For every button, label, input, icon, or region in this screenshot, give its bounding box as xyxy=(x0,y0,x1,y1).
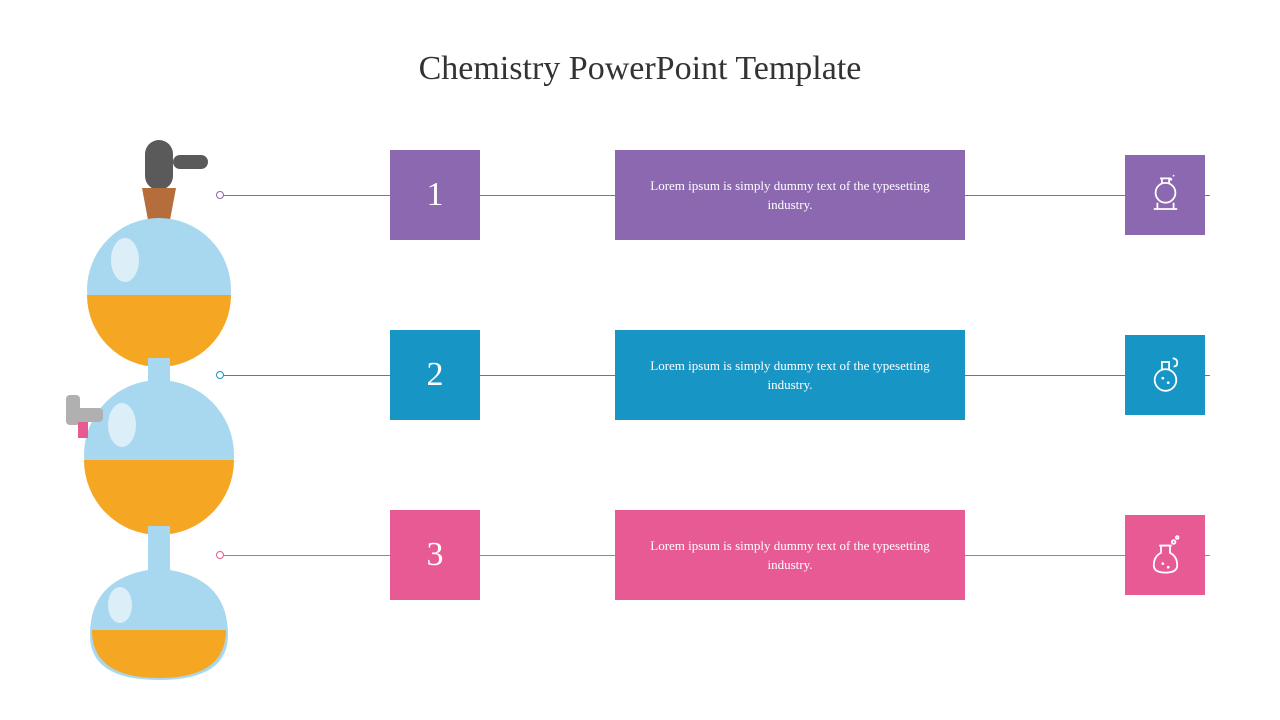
number-box-2: 2 xyxy=(390,330,480,420)
description-text: Lorem ipsum is simply dummy text of the … xyxy=(635,356,945,395)
info-rows: 1 Lorem ipsum is simply dummy text of th… xyxy=(220,150,1240,690)
number-label: 2 xyxy=(427,356,444,394)
flask-hook-icon xyxy=(1143,353,1188,398)
text-box-1: Lorem ipsum is simply dummy text of the … xyxy=(615,150,965,240)
description-text: Lorem ipsum is simply dummy text of the … xyxy=(635,536,945,575)
icon-box-3 xyxy=(1125,515,1205,595)
icon-box-1 xyxy=(1125,155,1205,235)
number-box-3: 3 xyxy=(390,510,480,600)
connector-dot xyxy=(216,551,224,559)
info-row-2: 2 Lorem ipsum is simply dummy text of th… xyxy=(220,330,1240,420)
number-box-1: 1 xyxy=(390,150,480,240)
page-title: Chemistry PowerPoint Template xyxy=(0,50,1280,88)
text-box-3: Lorem ipsum is simply dummy text of the … xyxy=(615,510,965,600)
info-row-3: 3 Lorem ipsum is simply dummy text of th… xyxy=(220,510,1240,600)
number-label: 1 xyxy=(427,176,444,214)
info-row-1: 1 Lorem ipsum is simply dummy text of th… xyxy=(220,150,1240,240)
flask-stand-icon xyxy=(1143,173,1188,218)
description-text: Lorem ipsum is simply dummy text of the … xyxy=(635,176,945,215)
icon-box-2 xyxy=(1125,335,1205,415)
flask-bubbles-icon xyxy=(1143,533,1188,578)
number-label: 3 xyxy=(427,536,444,574)
connector-dot xyxy=(216,191,224,199)
connector-dot xyxy=(216,371,224,379)
text-box-2: Lorem ipsum is simply dummy text of the … xyxy=(615,330,965,420)
